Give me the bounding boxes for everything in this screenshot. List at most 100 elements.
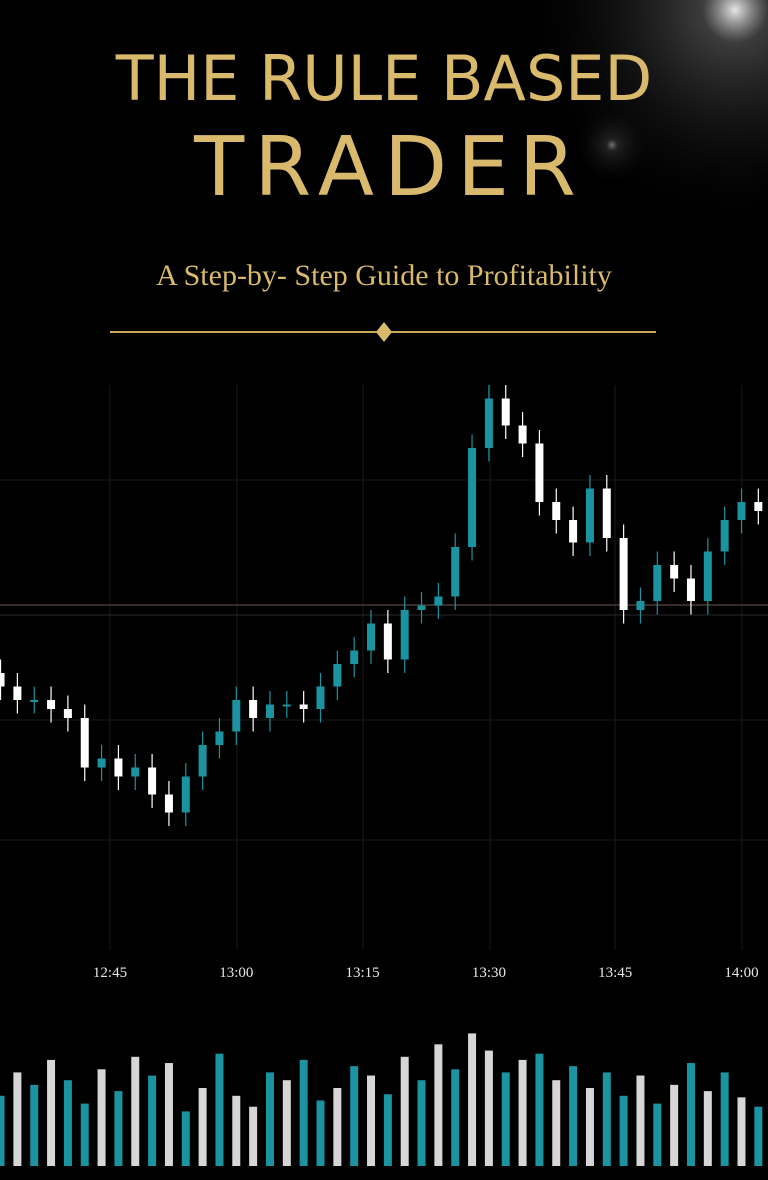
candle-body	[585, 488, 594, 543]
volume-bar	[468, 1033, 477, 1166]
candle-body	[350, 650, 359, 664]
candle-body	[198, 745, 207, 777]
candle-body	[0, 673, 5, 687]
volume-bar	[148, 1075, 157, 1166]
light-flare	[572, 105, 652, 185]
candle-body	[265, 704, 274, 718]
volume-bar	[754, 1106, 763, 1166]
candle-body	[164, 794, 173, 813]
candle-body	[299, 704, 308, 709]
volume-bar	[518, 1059, 527, 1166]
volume-bar	[181, 1111, 190, 1166]
volume-bar	[97, 1069, 106, 1166]
x-tick-label: 13:30	[472, 965, 506, 981]
candle-body	[400, 610, 409, 660]
volume-bar	[131, 1056, 140, 1166]
volume-bar	[585, 1088, 594, 1166]
volume-bar	[670, 1084, 679, 1166]
candle-body	[383, 623, 392, 660]
volume-bar	[350, 1066, 359, 1166]
x-tick-label: 14:00	[724, 965, 758, 981]
volume-bar	[30, 1084, 39, 1166]
candle-body	[636, 601, 645, 610]
x-tick-label: 13:00	[219, 965, 253, 981]
volume-bar	[434, 1044, 443, 1166]
x-tick-label: 12:45	[93, 965, 127, 981]
candle-body	[569, 520, 578, 543]
volume-bar	[80, 1103, 89, 1166]
volume-bar	[686, 1063, 695, 1166]
candle-body	[131, 767, 140, 777]
divider-ornament	[376, 322, 392, 342]
volume-bar	[232, 1095, 241, 1166]
volume-bar	[164, 1063, 173, 1166]
volume-bar	[215, 1053, 224, 1166]
candle-body	[468, 448, 477, 547]
candle-body	[80, 718, 89, 768]
volume-bar	[333, 1088, 342, 1166]
candle-body	[114, 758, 123, 777]
volume-bar	[484, 1050, 493, 1166]
volume-bar	[602, 1072, 611, 1166]
candle-body	[282, 704, 291, 707]
candle-body	[552, 502, 561, 520]
candle-body	[451, 547, 460, 597]
volume-bar	[0, 1095, 5, 1166]
volume-bar	[552, 1080, 561, 1166]
candle-body	[720, 520, 729, 552]
candle-body	[754, 502, 763, 511]
candle-body	[535, 443, 544, 502]
candle-body	[249, 700, 258, 718]
candle-body	[653, 565, 662, 601]
candle-body	[232, 700, 241, 732]
x-tick-label: 13:45	[598, 965, 632, 981]
title: THE RULE BASED	[115, 42, 652, 115]
volume-bar	[569, 1066, 578, 1166]
candle-body	[367, 623, 376, 651]
volume-bar	[299, 1059, 308, 1166]
volume-bar	[198, 1088, 207, 1166]
volume-bar	[383, 1094, 392, 1166]
volume-bar	[114, 1091, 123, 1166]
candle-body	[148, 767, 157, 795]
volume-bar	[737, 1097, 746, 1166]
candle-body	[686, 578, 695, 601]
volume-bar	[703, 1091, 712, 1166]
candle-body	[619, 538, 628, 610]
candle-body	[518, 425, 527, 444]
x-tick-label: 13:15	[346, 965, 380, 981]
candle-body	[333, 664, 342, 687]
volume-bar	[63, 1080, 72, 1166]
candle-body	[181, 776, 190, 813]
volume-bar	[400, 1056, 409, 1166]
candle-body	[417, 605, 426, 610]
candle-body	[703, 551, 712, 601]
candle-body	[63, 709, 72, 718]
volume-bar	[316, 1100, 325, 1166]
volume-bar	[720, 1072, 729, 1166]
volume-bar	[535, 1053, 544, 1166]
candle-body	[97, 758, 106, 768]
volume-bar	[619, 1095, 628, 1166]
volume-bar	[47, 1059, 56, 1166]
candle-body	[47, 700, 56, 709]
volume-bar	[451, 1069, 460, 1166]
volume-bar	[13, 1072, 22, 1166]
volume-bar	[501, 1072, 510, 1166]
candle-body	[670, 565, 679, 579]
grid	[0, 385, 768, 950]
candle-body	[737, 502, 746, 520]
light-flare	[515, 0, 768, 230]
volume-bar	[265, 1072, 274, 1166]
title: TRADER	[193, 120, 586, 215]
volume-bar	[417, 1080, 426, 1166]
candle-body	[316, 686, 325, 709]
candle-body	[215, 731, 224, 745]
candle-body	[501, 398, 510, 426]
volume-bar	[249, 1106, 258, 1166]
volume-bar	[367, 1075, 376, 1166]
subtitle: A Step-by- Step Guide to Profitability	[156, 259, 612, 292]
volume-bar	[636, 1075, 645, 1166]
candle-body	[602, 488, 611, 538]
